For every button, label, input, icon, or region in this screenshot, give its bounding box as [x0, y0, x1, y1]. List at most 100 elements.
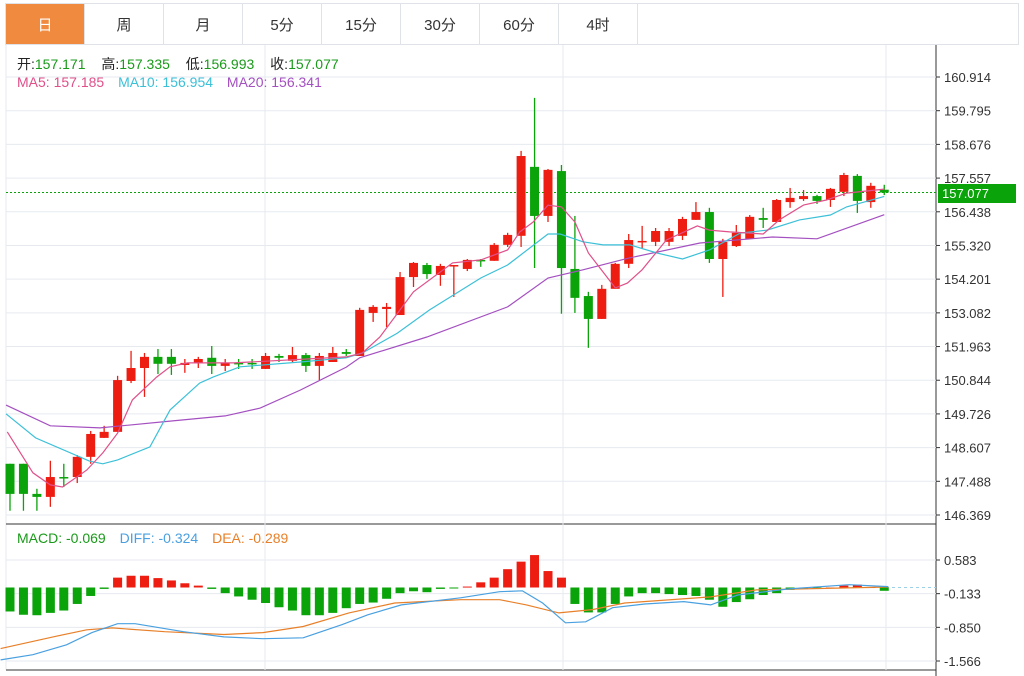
candle-body [422, 265, 432, 275]
candle [409, 262, 418, 288]
macd-bar [489, 577, 499, 588]
macd-bar [126, 575, 136, 588]
candle-body [516, 156, 526, 236]
macd-bar [234, 587, 244, 597]
price-tick-label: 146.369 [944, 508, 991, 523]
candle-body [341, 352, 351, 354]
candle-body [704, 212, 714, 260]
candle [758, 207, 768, 228]
tab-2[interactable]: 月 [164, 4, 243, 44]
candle [314, 352, 324, 381]
candle-body [207, 357, 217, 366]
macd-bar [852, 584, 862, 588]
tab-4[interactable]: 15分 [322, 4, 401, 44]
macd-bar [180, 583, 190, 588]
macd-bar [274, 587, 284, 608]
macd-bar [624, 587, 634, 597]
candle [140, 352, 149, 397]
candle-body [368, 306, 378, 313]
candle [113, 375, 123, 432]
candle-body [543, 169, 553, 216]
candle-body [812, 196, 822, 201]
candle [610, 262, 620, 289]
candle-body [449, 265, 459, 267]
candle-body [395, 277, 405, 316]
candle [543, 168, 553, 222]
candle [637, 225, 647, 250]
candle [5, 463, 15, 511]
macd-bar [503, 569, 513, 588]
tab-5[interactable]: 30分 [401, 4, 480, 44]
macd-tick-label: 0.583 [944, 553, 977, 568]
price-tick-label: 149.726 [944, 407, 991, 422]
candle [45, 460, 55, 507]
candle-body [745, 216, 755, 239]
price-axis: 160.914 159.795 158.676 157.557 156.438 155.3… [936, 70, 991, 523]
price-tick-label: 148.607 [944, 441, 991, 456]
candle-body [261, 355, 271, 369]
macd-bar [543, 571, 553, 588]
candle-body [274, 355, 284, 358]
tab-3[interactable]: 5分 [243, 4, 322, 44]
candle [220, 358, 230, 372]
candle-body [18, 463, 28, 494]
ma20-value: MA20: 156.341 [226, 74, 322, 90]
candle-body [220, 362, 230, 366]
candle [678, 216, 687, 241]
macd-bar [879, 587, 889, 591]
ma20-line [5, 214, 885, 429]
macd-value: MACD: -0.069 [17, 530, 106, 546]
tab-1[interactable]: 周 [85, 4, 164, 44]
candle-body [772, 199, 782, 222]
tab-7[interactable]: 4时 [559, 4, 638, 44]
macd-bar [86, 587, 96, 596]
candle-body [758, 218, 768, 220]
candle-body [530, 166, 540, 216]
macd-bar [382, 587, 392, 599]
candle [651, 227, 661, 247]
dea-line [0, 586, 889, 650]
tab-6[interactable]: 60分 [480, 4, 559, 44]
candle [583, 291, 593, 348]
price-tick-label: 159.795 [944, 104, 991, 119]
macd-bar [287, 587, 297, 611]
macd-bar [516, 561, 526, 588]
macd-bar [530, 555, 540, 588]
candle-body [624, 240, 634, 264]
candle [126, 350, 136, 384]
price-tick-label: 147.488 [944, 474, 991, 489]
candle [852, 174, 862, 213]
macd-bar [583, 587, 593, 613]
macd-bar [704, 587, 714, 600]
candle [422, 262, 432, 279]
candle [718, 238, 728, 297]
low-value: 156.993 [203, 56, 255, 72]
ma5-line [6, 188, 885, 488]
price-tick-label: 150.844 [944, 373, 991, 388]
candle-body [113, 380, 123, 432]
macd-bar [5, 587, 15, 612]
candle-body [637, 240, 647, 243]
candle-body [651, 231, 661, 242]
macd-bar [556, 577, 566, 588]
ohlc-legend: 开:157.171 高:157.335 低:156.993 收:157.077 [17, 54, 351, 74]
candle [866, 182, 876, 208]
macd-bar [449, 587, 459, 589]
candle [301, 352, 311, 372]
candle [166, 349, 176, 375]
candle [530, 97, 540, 269]
candle-body [140, 356, 149, 369]
tab-0[interactable]: 日 [6, 4, 85, 44]
macd-bar [328, 587, 338, 613]
candle-body [476, 259, 486, 262]
macd-bar [409, 587, 418, 592]
candle [570, 215, 580, 313]
candle-body [839, 174, 849, 192]
candle-body [314, 355, 324, 366]
candle [839, 172, 849, 197]
candles [5, 97, 889, 511]
candle [59, 463, 69, 487]
price-tick-label: 153.082 [944, 306, 991, 321]
candle [799, 190, 809, 201]
candle-body [153, 356, 163, 364]
